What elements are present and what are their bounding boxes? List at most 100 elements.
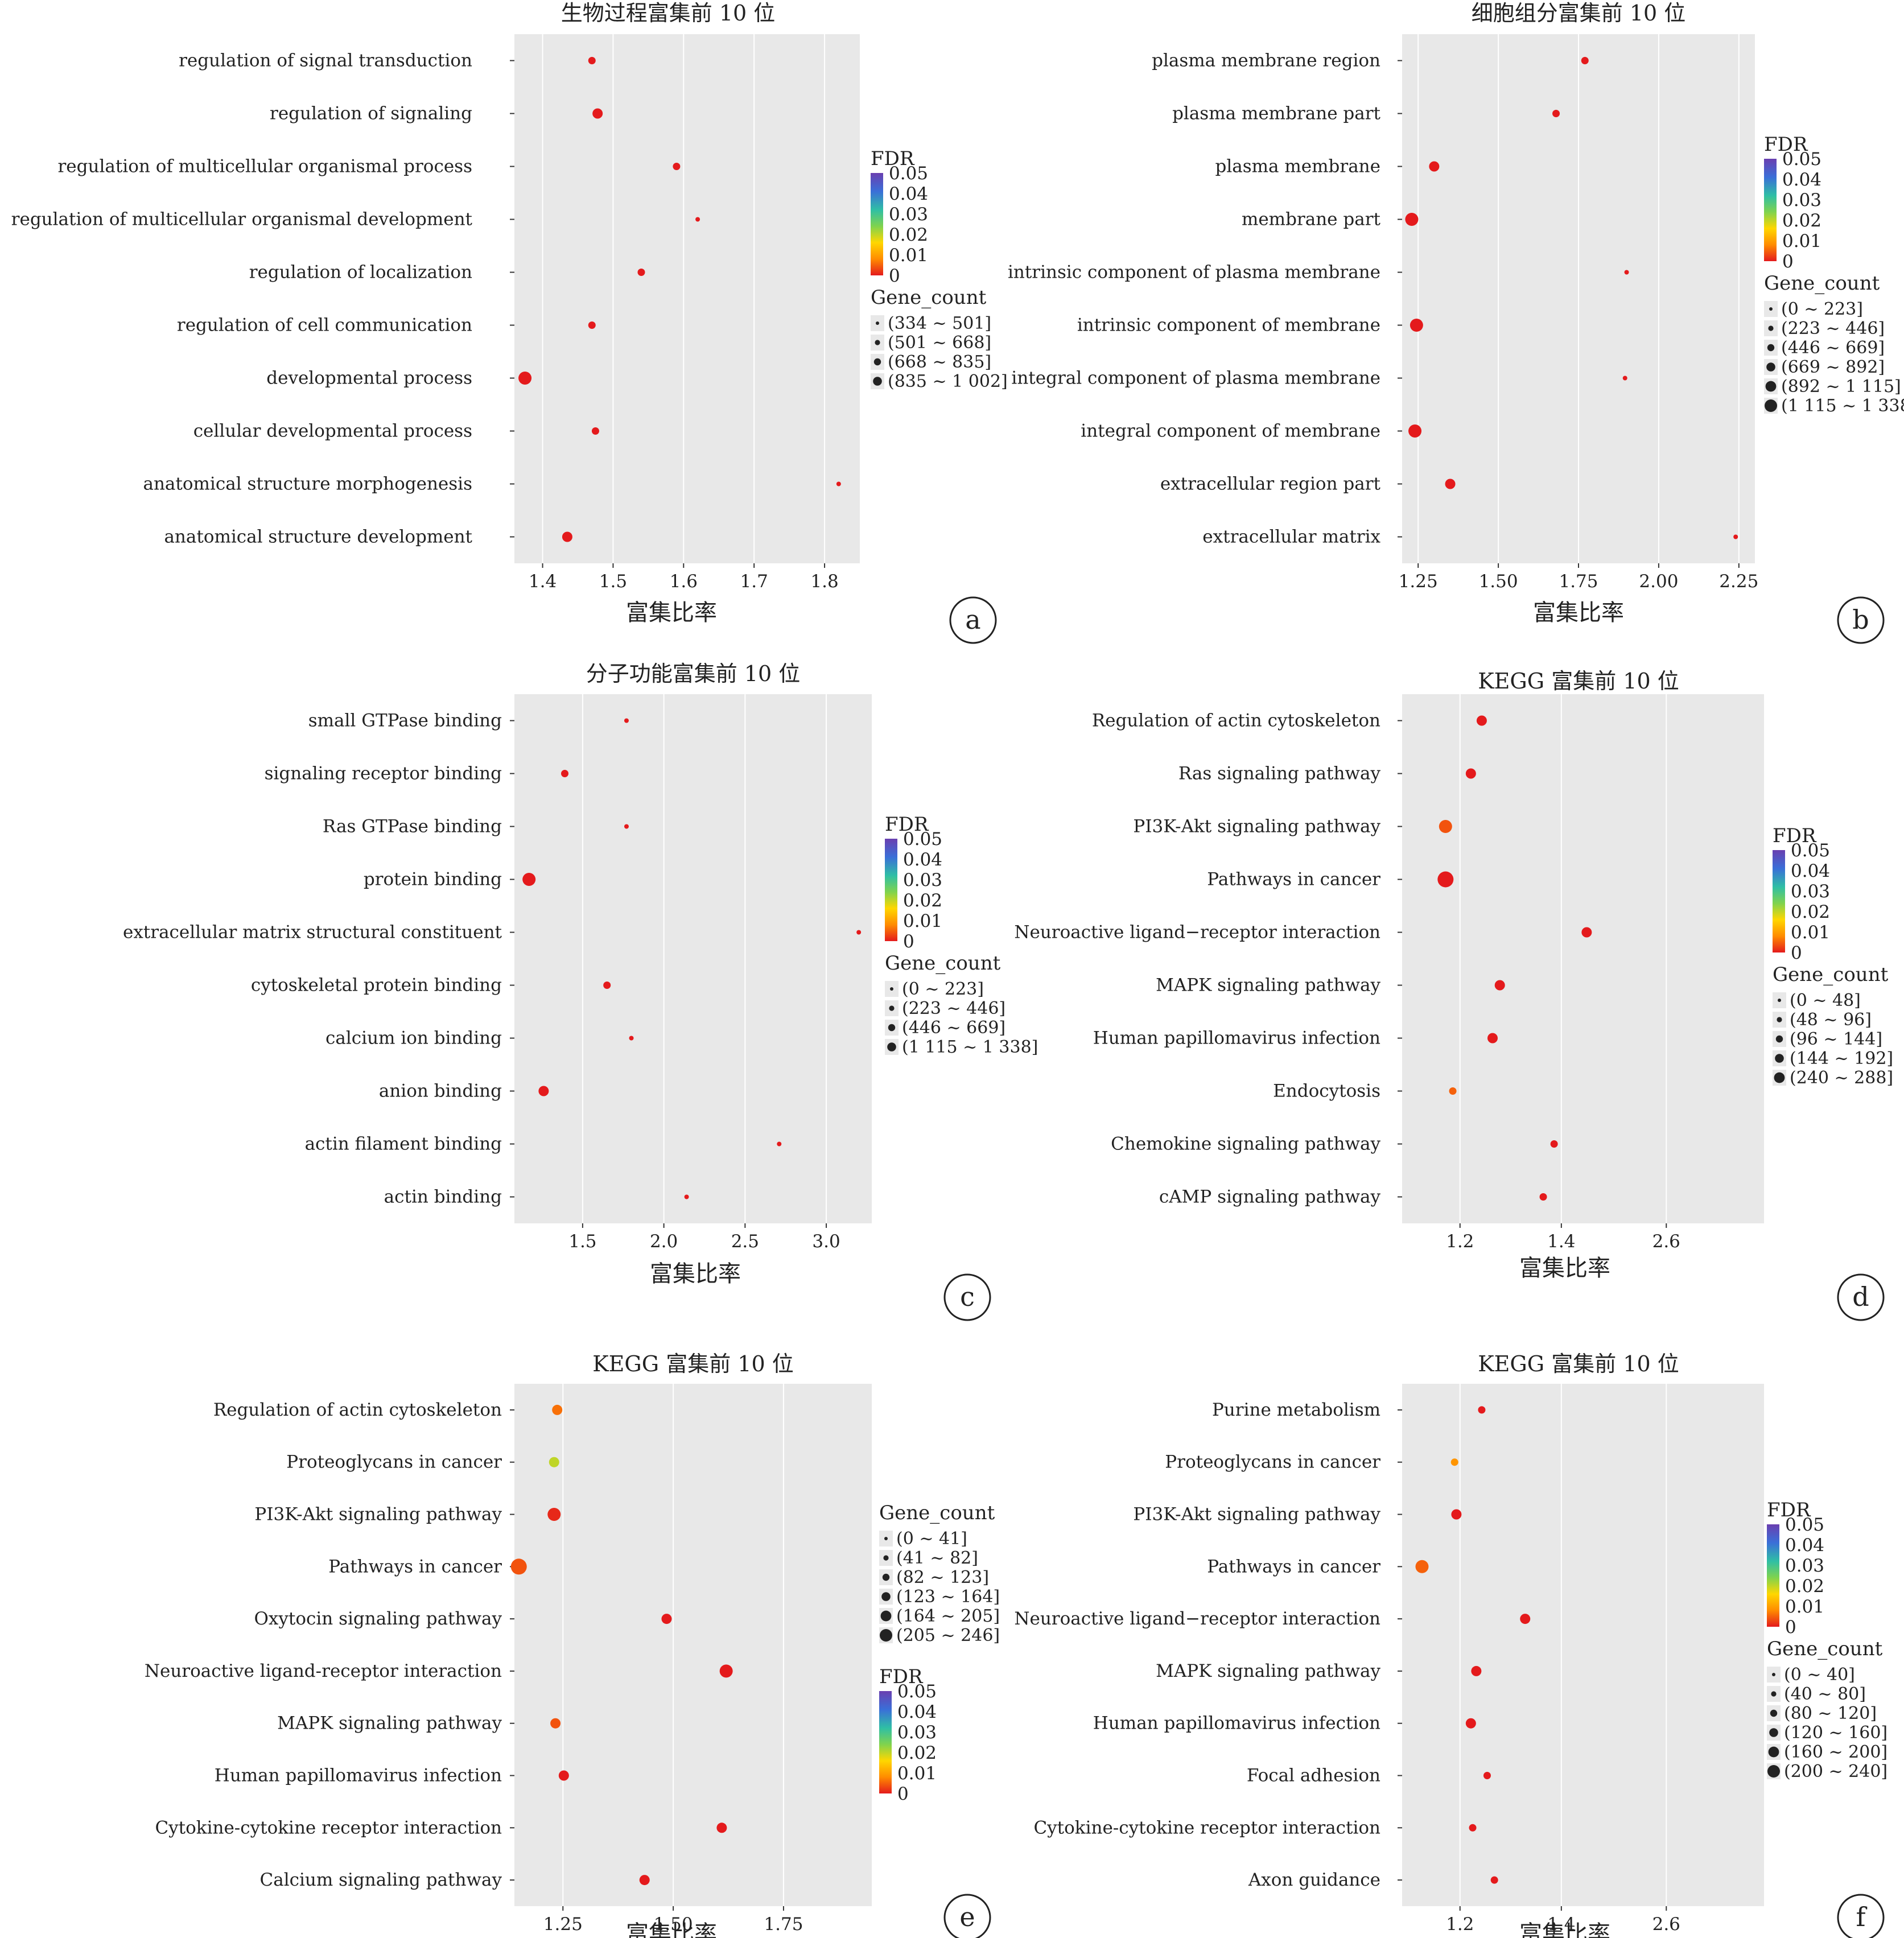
fdr-legend-label: 0.03 — [889, 204, 928, 225]
fdr-colorbar — [1764, 159, 1777, 261]
size-legend-dot — [1775, 1054, 1784, 1063]
category-label: Human papillomavirus infection — [1093, 1028, 1380, 1049]
x-tick-label: 1.7 — [740, 571, 768, 592]
fdr-legend-label: 0.02 — [1782, 211, 1821, 231]
category-label: actin filament binding — [305, 1134, 502, 1154]
fdr-legend-label: 0 — [903, 931, 914, 952]
size-legend-dot — [1765, 399, 1777, 412]
panel-b: 1.25 1.50 1.75 2.00 2.25 plasma membrane regi… — [1008, 1, 1904, 644]
data-point — [777, 1141, 782, 1147]
x-tick-label: 1.6 — [670, 571, 698, 592]
data-point — [856, 930, 862, 935]
data-point — [547, 1508, 561, 1521]
x-tick-label: 1.2 — [1446, 1914, 1474, 1935]
panel-letter: e — [959, 1902, 975, 1932]
x-tick-label: 3.0 — [812, 1231, 840, 1252]
size-legend-label: (223 ~ 446] — [1781, 319, 1885, 339]
fdr-colorbar — [871, 173, 883, 275]
category-label: anatomical structure morphogenesis — [143, 474, 472, 494]
data-point — [603, 982, 611, 989]
x-tick-label: 2.6 — [1652, 1914, 1680, 1935]
category-label: cellular developmental process — [193, 421, 472, 442]
size-legend-label: (1 115 ~ 1 338] — [1781, 396, 1904, 416]
fdr-legend-label: 0 — [1785, 1617, 1796, 1638]
size-legend-label: (446 ~ 669] — [902, 1018, 1005, 1038]
plot-background — [514, 34, 860, 563]
data-point — [1450, 1458, 1458, 1466]
data-point — [550, 1718, 561, 1729]
size-legend-dot — [1768, 1746, 1779, 1758]
size-legend-dot — [1775, 1035, 1783, 1043]
size-legend-dot — [880, 1629, 892, 1642]
size-legend-label: (446 ~ 669] — [1781, 338, 1885, 358]
x-tick-label: 2.6 — [1652, 1231, 1680, 1252]
data-point — [1439, 820, 1452, 833]
size-legend-label: (41 ~ 82] — [896, 1548, 978, 1568]
x-tick-label: 2.25 — [1719, 571, 1758, 592]
data-point — [1465, 1718, 1476, 1729]
size-legend-dot — [873, 358, 881, 366]
fdr-legend-label: 0.04 — [903, 850, 942, 870]
category-label: PI3K-Akt signaling pathway — [254, 1504, 502, 1525]
size-legend-dot — [881, 1592, 891, 1601]
fdr-legend-label: 0.04 — [1785, 1535, 1824, 1556]
size-legend-dot — [876, 321, 879, 325]
category-label: Pathways in cancer — [1207, 1556, 1380, 1577]
fdr-legend-label: 0 — [1782, 251, 1794, 272]
data-point — [1487, 1033, 1498, 1044]
fdr-legend-label: 0.05 — [903, 829, 942, 850]
plot-background — [514, 1384, 872, 1906]
size-legend-label: (120 ~ 160] — [1784, 1723, 1887, 1743]
category-label: regulation of multicellular organismal p… — [57, 156, 472, 177]
fdr-colorbar — [885, 839, 897, 941]
fdr-legend-title: FDR — [1773, 824, 1817, 847]
size-legend-dot — [889, 1005, 895, 1011]
category-label: calcium ion binding — [325, 1028, 502, 1049]
data-point — [558, 1770, 569, 1781]
category-label: plasma membrane part — [1172, 104, 1380, 124]
size-legend-label: (48 ~ 96] — [1790, 1010, 1872, 1030]
category-label: PI3K-Akt signaling pathway — [1133, 1504, 1380, 1525]
data-point — [1581, 927, 1592, 938]
fdr-legend-label: 0.01 — [1785, 1597, 1824, 1617]
size-legend-label: (0 ~ 40] — [1784, 1665, 1855, 1685]
panel-a: 1.4 1.5 1.6 1.7 1.8 regulation of signal tran… — [11, 1, 1008, 644]
size-legend-title: Gene_count — [1764, 272, 1880, 295]
x-tick-label: 1.75 — [764, 1914, 803, 1935]
fdr-legend-label: 0.04 — [897, 1702, 937, 1722]
size-legend-label: (0 ~ 41] — [896, 1529, 967, 1549]
size-legend-title: Gene_count — [885, 952, 1001, 975]
category-label: membrane part — [1242, 209, 1381, 230]
category-label: Calcium signaling pathway — [260, 1870, 502, 1890]
size-legend-dot — [1766, 362, 1775, 372]
data-point — [1415, 1560, 1429, 1573]
data-point — [1471, 1665, 1482, 1676]
data-point — [1429, 161, 1440, 172]
category-label: Pathways in cancer — [328, 1556, 502, 1577]
data-point — [1408, 424, 1422, 438]
size-legend-label: (205 ~ 246] — [896, 1626, 1000, 1646]
x-tick-label: 1.5 — [599, 571, 627, 592]
data-point — [592, 108, 603, 119]
data-point — [518, 372, 532, 385]
category-label: regulation of localization — [249, 262, 472, 283]
category-label: MAPK signaling pathway — [277, 1713, 502, 1734]
size-legend-dot — [1771, 1691, 1777, 1697]
size-legend-label: (223 ~ 446] — [902, 999, 1005, 1019]
x-tick-label: 1.4 — [529, 571, 557, 592]
size-legend-title: Gene_count — [1767, 1638, 1883, 1660]
data-point — [1478, 1406, 1486, 1414]
panel-d: 1.2 1.4 2.6 Regulation of actin cytoskeleto… — [1014, 669, 1893, 1321]
category-label: Neuroactive ligand−receptor interaction — [1014, 922, 1380, 943]
category-label: cytoskeletal protein binding — [251, 975, 502, 996]
fdr-legend-label: 0.05 — [889, 163, 928, 184]
size-legend-label: (0 ~ 223] — [1781, 299, 1863, 319]
fdr-legend-label: 0.01 — [903, 911, 942, 931]
data-point — [588, 321, 596, 329]
panel-letter: d — [1852, 1281, 1869, 1312]
category-label: anatomical structure development — [164, 527, 472, 547]
x-axis-title: 富集比率 — [1533, 600, 1624, 626]
category-label: Regulation of actin cytoskeleton — [213, 1400, 502, 1420]
fdr-legend-label: 0.02 — [889, 225, 928, 245]
size-legend-dot — [1778, 999, 1781, 1002]
